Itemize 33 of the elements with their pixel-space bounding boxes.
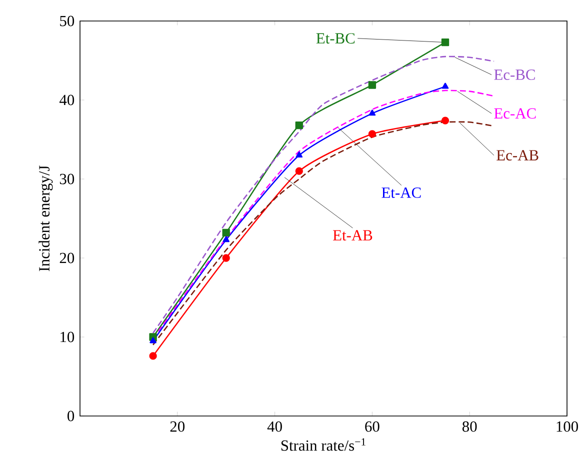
y-tick-label: 20	[60, 252, 74, 264]
point	[222, 236, 230, 242]
point	[441, 38, 450, 46]
text: Et-AB	[333, 230, 372, 241]
x-tick-label: 80	[462, 421, 477, 432]
text: Et-BC	[316, 33, 355, 44]
y-tick-label: 40	[60, 94, 74, 106]
x-tick-label: 100	[556, 421, 578, 432]
point	[295, 167, 303, 175]
x-tick-label: 20	[170, 421, 185, 432]
point	[442, 82, 449, 89]
point	[368, 130, 376, 138]
point	[296, 151, 303, 158]
point	[149, 352, 157, 360]
y-tick-label: 10	[60, 332, 74, 342]
x-axis-title: Strain rate/s$^{−1}$	[281, 438, 366, 451]
text: Et-AC	[382, 188, 421, 198]
point	[295, 121, 303, 130]
x-tick-label: 60	[365, 421, 380, 432]
point	[222, 228, 230, 237]
point	[222, 254, 230, 262]
y-axis-title: Incident energy/J	[38, 166, 53, 272]
point	[441, 116, 450, 124]
x-tick-label: 40	[267, 421, 282, 432]
y-tick-label: 0	[68, 410, 74, 422]
series-label: Ec-BC	[494, 70, 535, 80]
series-label: Ec-AC	[494, 108, 536, 119]
point	[368, 110, 376, 116]
y-tick-label: 50	[60, 16, 74, 26]
y-tick-label: 30	[60, 174, 74, 184]
point	[150, 337, 156, 344]
series-label: Ec-AB	[496, 150, 538, 160]
point	[368, 81, 376, 89]
